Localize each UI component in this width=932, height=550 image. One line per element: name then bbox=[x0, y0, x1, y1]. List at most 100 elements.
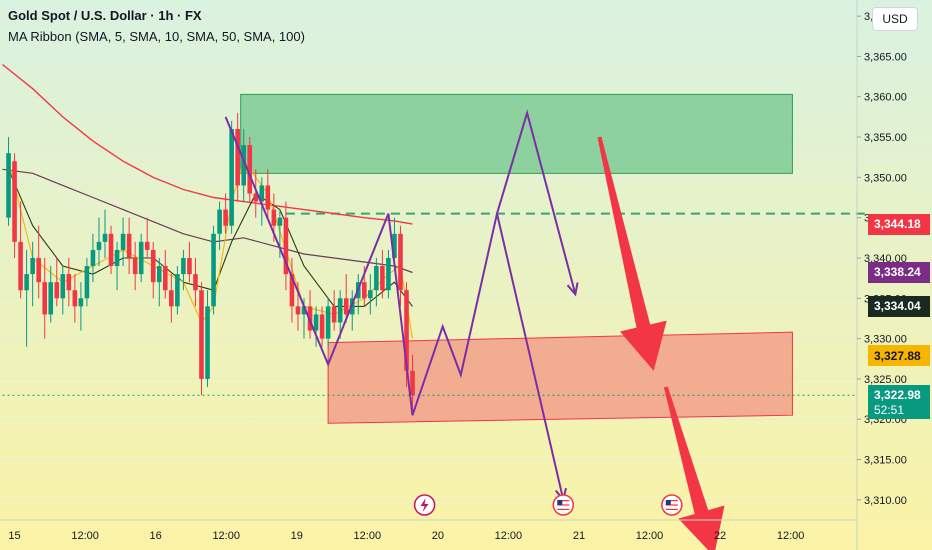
candle[interactable] bbox=[36, 225, 41, 299]
us-flag-event-icon[interactable] bbox=[552, 494, 575, 516]
candle-body bbox=[66, 274, 72, 291]
flag-stripe bbox=[665, 506, 678, 508]
candle[interactable] bbox=[96, 217, 102, 267]
candle-body bbox=[18, 241, 23, 291]
candle[interactable] bbox=[386, 249, 391, 299]
candle[interactable] bbox=[108, 225, 114, 275]
candle-body bbox=[181, 257, 186, 275]
candle[interactable] bbox=[223, 193, 228, 234]
candle[interactable] bbox=[144, 217, 150, 258]
candle[interactable] bbox=[42, 257, 48, 339]
candle-body bbox=[102, 233, 108, 242]
candle[interactable] bbox=[247, 137, 253, 202]
candle[interactable] bbox=[150, 241, 156, 299]
projection-path[interactable] bbox=[224, 109, 577, 416]
candle[interactable] bbox=[12, 153, 17, 258]
candle[interactable] bbox=[169, 274, 174, 323]
time-axis[interactable]: 15 12:00 16 12:00 19 12:00 20 12:00 21 12:00 22 12:… bbox=[8, 530, 804, 542]
candle[interactable] bbox=[313, 306, 319, 347]
candle[interactable] bbox=[66, 257, 72, 307]
candle-body bbox=[126, 233, 132, 258]
candle[interactable] bbox=[229, 120, 234, 234]
candle[interactable] bbox=[211, 225, 216, 315]
candle[interactable] bbox=[114, 241, 120, 291]
candle[interactable] bbox=[193, 257, 198, 307]
candle[interactable] bbox=[398, 225, 403, 307]
candle[interactable] bbox=[181, 249, 186, 291]
candle[interactable] bbox=[78, 282, 84, 331]
lightning-event-icon[interactable] bbox=[413, 494, 436, 516]
candle-body bbox=[108, 233, 114, 267]
candle[interactable] bbox=[380, 249, 385, 299]
candle[interactable] bbox=[6, 137, 11, 226]
candle[interactable] bbox=[60, 266, 66, 315]
candle[interactable] bbox=[54, 257, 60, 307]
candle[interactable] bbox=[18, 201, 23, 299]
currency-button[interactable]: USD bbox=[872, 7, 918, 31]
candle-body bbox=[132, 257, 138, 275]
indicator-legend[interactable]: MA Ribbon (SMA, 5, SMA, 10, SMA, 50, SMA… bbox=[8, 29, 305, 44]
candle[interactable] bbox=[120, 217, 126, 267]
candle-body bbox=[380, 266, 385, 291]
candle-body bbox=[36, 257, 41, 283]
time-tick-label: 12:00 bbox=[71, 530, 99, 542]
candle-body bbox=[295, 306, 301, 315]
candle-body bbox=[193, 274, 198, 291]
candle[interactable] bbox=[205, 290, 210, 387]
resistance-zone[interactable] bbox=[240, 93, 793, 174]
zone-layer bbox=[2, 93, 865, 424]
flag-stripe bbox=[557, 504, 570, 506]
us-flag-event-icon[interactable] bbox=[661, 494, 683, 516]
candle[interactable] bbox=[368, 274, 373, 315]
candle[interactable] bbox=[319, 306, 325, 347]
candle[interactable] bbox=[259, 177, 265, 226]
time-tick-label: 19 bbox=[291, 530, 303, 542]
candle[interactable] bbox=[283, 201, 289, 291]
candle[interactable] bbox=[84, 257, 90, 307]
candle[interactable] bbox=[235, 112, 240, 202]
candle-body bbox=[72, 290, 78, 307]
projection-path[interactable] bbox=[496, 213, 565, 501]
candle[interactable] bbox=[132, 241, 138, 291]
candle-body bbox=[283, 217, 289, 275]
candle[interactable] bbox=[217, 201, 222, 250]
flag-stripe bbox=[665, 500, 678, 502]
candle[interactable] bbox=[265, 169, 271, 218]
candle[interactable] bbox=[337, 290, 343, 339]
price-tick-label: 3,325.00 bbox=[864, 374, 907, 386]
candle[interactable] bbox=[374, 257, 379, 307]
candle[interactable] bbox=[187, 241, 192, 283]
candle[interactable] bbox=[331, 290, 337, 331]
candle[interactable] bbox=[410, 354, 415, 412]
trend-arrow[interactable] bbox=[663, 386, 725, 550]
candle[interactable] bbox=[163, 249, 168, 299]
candle[interactable] bbox=[241, 128, 246, 202]
candle-body bbox=[386, 257, 391, 291]
candle[interactable] bbox=[24, 249, 29, 347]
event-marker-layer bbox=[413, 494, 683, 516]
candle[interactable] bbox=[48, 266, 54, 323]
candle-body bbox=[313, 314, 319, 331]
candle-body bbox=[211, 233, 216, 307]
candle-body bbox=[90, 249, 96, 267]
candle[interactable] bbox=[253, 169, 259, 218]
candle[interactable] bbox=[72, 274, 78, 323]
candle[interactable] bbox=[156, 257, 162, 307]
price-tag-sma100: 3,344.18 bbox=[868, 213, 930, 235]
trend-arrow[interactable] bbox=[597, 136, 667, 371]
candle[interactable] bbox=[102, 209, 108, 258]
candle[interactable] bbox=[289, 257, 295, 323]
candle[interactable] bbox=[90, 233, 96, 283]
candle[interactable] bbox=[325, 298, 331, 347]
candle[interactable] bbox=[175, 266, 180, 315]
candle-body bbox=[48, 282, 54, 315]
candle[interactable] bbox=[30, 241, 35, 307]
flag-canton bbox=[665, 500, 671, 505]
candle[interactable] bbox=[126, 217, 132, 275]
candle[interactable] bbox=[138, 233, 144, 283]
candle[interactable] bbox=[343, 274, 349, 323]
support-zone[interactable] bbox=[327, 331, 793, 424]
candle[interactable] bbox=[199, 282, 204, 396]
time-tick-label: 21 bbox=[573, 530, 585, 542]
